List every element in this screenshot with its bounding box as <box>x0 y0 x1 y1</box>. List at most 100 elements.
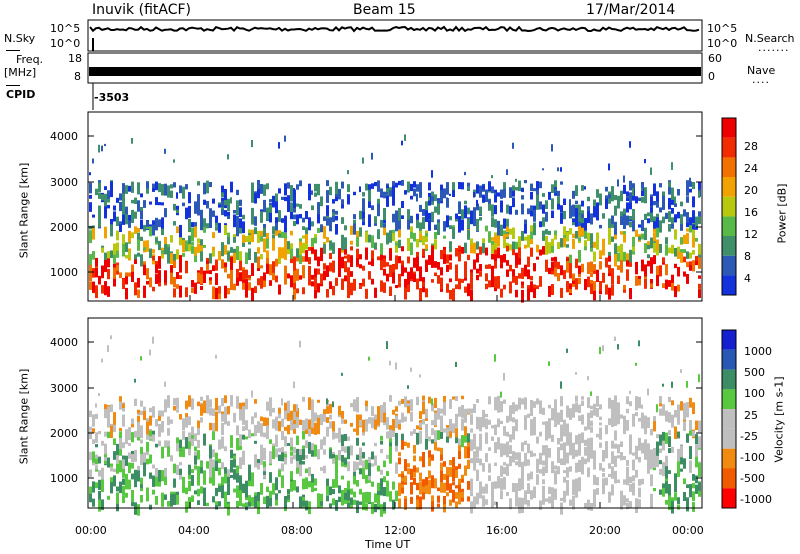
power-cell <box>440 190 443 202</box>
velocity-cell <box>167 501 170 507</box>
power-cell <box>548 285 551 297</box>
power-cell <box>431 191 434 205</box>
velocity-cell <box>140 477 143 483</box>
velocity-cell <box>293 411 296 420</box>
power-cell <box>494 244 497 254</box>
velocity-cell <box>401 433 404 442</box>
power-cell <box>149 277 152 286</box>
power-cell <box>584 186 586 190</box>
velocity-cell <box>350 403 353 408</box>
velocity-cell <box>221 413 224 422</box>
velocity-cell <box>467 433 470 444</box>
velocity-cell <box>449 467 452 477</box>
power-cell <box>131 271 134 282</box>
velocity-cell <box>296 461 299 470</box>
power-cell <box>197 200 200 213</box>
velocity-cell <box>452 468 455 480</box>
power-cell <box>101 265 104 276</box>
power-cb-tick-24: 24 <box>744 162 758 175</box>
power-cell <box>251 207 254 217</box>
velocity-cell <box>110 404 113 413</box>
velocity-cell <box>254 399 257 404</box>
velocity-cell <box>398 491 401 497</box>
velocity-cell <box>302 449 305 460</box>
velocity-cell <box>602 478 605 487</box>
power-cell <box>473 259 476 270</box>
velocity-cell <box>422 406 425 415</box>
power-cell <box>230 278 233 290</box>
power-cell <box>269 204 272 215</box>
velocity-cell <box>401 440 404 450</box>
power-cell <box>296 268 299 281</box>
velocity-cell <box>368 417 371 424</box>
power-cell <box>494 254 497 262</box>
velocity-cell <box>647 388 649 396</box>
power-cell <box>668 280 671 287</box>
velocity-cell <box>605 453 608 457</box>
velocity-ytick-4000: 4000 <box>50 336 78 349</box>
velocity-cell <box>122 485 125 496</box>
power-cell <box>227 288 230 295</box>
power-cell <box>440 279 443 286</box>
power-cell <box>434 194 437 202</box>
velocity-cell <box>161 492 164 498</box>
velocity-cell <box>473 433 476 447</box>
power-cell <box>269 212 272 223</box>
velocity-cell <box>137 424 140 438</box>
velocity-cell <box>479 437 482 446</box>
velocity-cell <box>638 479 641 486</box>
velocity-cell <box>215 411 218 422</box>
velocity-cell <box>119 427 122 431</box>
velocity-cell <box>560 502 563 515</box>
velocity-cell <box>695 420 698 430</box>
velocity-colorbar-segment <box>722 409 736 429</box>
velocity-cell <box>398 473 401 477</box>
velocity-cell <box>437 430 440 440</box>
velocity-cell <box>629 476 632 484</box>
velocity-cell <box>197 488 200 497</box>
power-cell <box>164 148 166 154</box>
power-cell <box>200 267 203 277</box>
velocity-cell <box>143 452 146 464</box>
power-cell <box>470 272 473 278</box>
power-cell <box>173 260 176 268</box>
power-cell <box>530 235 533 245</box>
power-cell <box>497 192 500 197</box>
power-cell <box>482 185 485 190</box>
power-cell <box>260 254 263 260</box>
power-cell <box>368 261 371 265</box>
velocity-cell <box>650 456 653 470</box>
power-cell <box>311 274 314 280</box>
power-cell <box>152 220 155 227</box>
power-cell <box>116 250 119 258</box>
power-cell <box>386 188 389 196</box>
power-cell <box>641 196 644 203</box>
power-cell <box>659 243 662 253</box>
power-cell <box>122 212 125 225</box>
power-cell <box>506 218 509 232</box>
power-cell <box>155 238 158 243</box>
power-cell <box>278 233 281 238</box>
velocity-cell <box>125 478 128 490</box>
velocity-cell <box>440 470 443 483</box>
velocity-cell <box>221 436 224 449</box>
velocity-colorbar-segment <box>722 468 736 489</box>
velocity-cell <box>665 499 668 505</box>
power-cell <box>464 242 467 254</box>
power-cell <box>185 261 188 274</box>
velocity-cell <box>485 487 488 494</box>
velocity-cell <box>224 395 227 404</box>
velocity-cell <box>425 438 428 450</box>
power-cell <box>224 262 227 268</box>
power-cell <box>338 257 341 268</box>
velocity-cell <box>191 426 194 436</box>
power-cell <box>236 246 239 251</box>
power-cell <box>473 213 476 227</box>
power-cell <box>614 195 617 201</box>
velocity-cell <box>461 405 464 416</box>
velocity-cell <box>107 457 110 468</box>
velocity-cell <box>323 436 326 446</box>
power-cell <box>194 246 197 256</box>
power-colorbar-segment <box>722 275 736 295</box>
power-cell <box>314 183 317 192</box>
